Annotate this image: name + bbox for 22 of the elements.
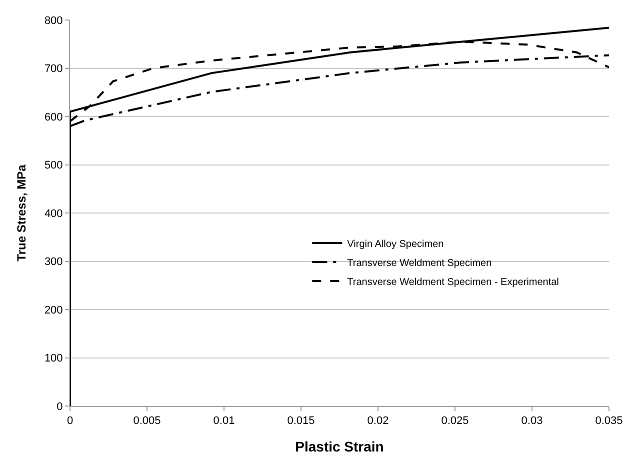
y-tick-label: 600 bbox=[44, 111, 63, 124]
legend-label: Transverse Weldment Specimen bbox=[347, 258, 492, 269]
y-tick-label: 500 bbox=[44, 160, 63, 172]
x-tick-label: 0.015 bbox=[287, 415, 315, 428]
y-tick-label: 800 bbox=[44, 14, 63, 27]
y-tick-label: 300 bbox=[44, 256, 63, 268]
y-tick-label: 700 bbox=[44, 63, 63, 76]
x-tick-label: 0.01 bbox=[213, 415, 235, 428]
x-tick-label: 0.035 bbox=[595, 415, 623, 428]
y-tick-label: 400 bbox=[44, 208, 63, 220]
x-tick-label: 0 bbox=[66, 415, 74, 428]
x-tick-label: 0.02 bbox=[367, 415, 389, 428]
x-tick-label: 0.03 bbox=[521, 415, 543, 428]
x-axis-title: Plastic Strain bbox=[295, 438, 384, 454]
y-tick-label: 0 bbox=[56, 400, 63, 413]
y-tick-label: 100 bbox=[44, 352, 63, 365]
legend-label: Transverse Weldment Specimen - Experimental bbox=[347, 276, 559, 288]
legend-label: Virgin Alloy Specimen bbox=[347, 238, 444, 250]
x-tick-label: 0.025 bbox=[441, 415, 469, 428]
y-axis-title: True Stress, MPa bbox=[14, 164, 29, 262]
x-tick-label: 0.005 bbox=[133, 415, 161, 428]
y-tick-label: 200 bbox=[44, 304, 63, 316]
